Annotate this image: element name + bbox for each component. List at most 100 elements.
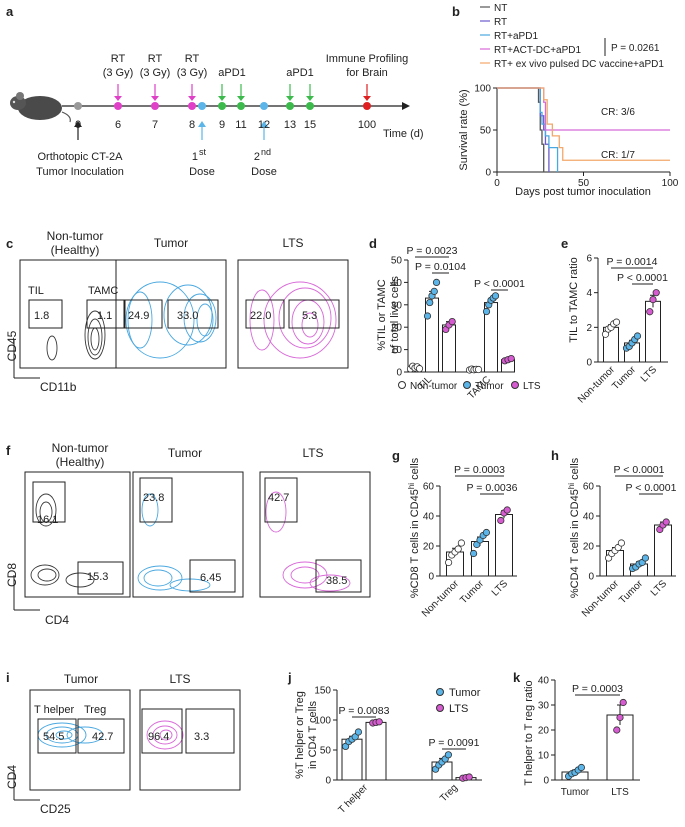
cr-annotation: CR: 1/7 (601, 150, 635, 161)
contour-plot (249, 281, 337, 359)
plot-title: Non-tumor (52, 441, 109, 455)
gate-box (167, 299, 219, 329)
gate-value: 23.8 (143, 492, 164, 504)
x-tick-label: Tumor (458, 578, 486, 606)
legend-entry: RT (494, 17, 507, 28)
day-label: 11 (235, 119, 246, 131)
y-tick-label: 20 (391, 323, 403, 334)
y-axis-label: Survival rate (%) (458, 89, 470, 170)
contour-plot (46, 310, 106, 361)
x-axis-label: CD25 (40, 802, 71, 816)
plot-title: LTS (282, 236, 303, 250)
day-dot-rt (188, 102, 196, 110)
y-axis-label: %T helper or Treg (294, 691, 306, 779)
mouse-icon (10, 92, 71, 123)
panel-letter-d: d (369, 236, 377, 251)
y-tick-label: 10 (391, 345, 403, 356)
y-axis-label-2: of total live cells (389, 276, 401, 354)
gate-box (185, 708, 235, 754)
plot-title: Tumor (154, 236, 188, 250)
y-tick-label: 2 (586, 323, 592, 334)
bar (654, 524, 672, 577)
gate-value: 1.8 (34, 310, 49, 322)
y-tick-label: 20 (423, 542, 435, 553)
y-tick-label: 40 (391, 278, 403, 289)
survival-curve-line (497, 87, 545, 172)
rt-dose-label: (3 Gy) (177, 67, 208, 79)
dose2-number: 2 (254, 151, 260, 163)
panel-k-bar-chart: k T helper to T reg ratio 0 10 20 30 40 Tumor… (513, 670, 640, 798)
gate-box (28, 299, 63, 329)
p-value: P < 0.0001 (474, 278, 525, 290)
day-dot-apd1 (237, 102, 245, 110)
inoculation-label: Orthotopic CT-2A (38, 151, 124, 163)
y-tick-label: 0 (325, 776, 331, 787)
gate-box (264, 477, 298, 523)
p-value: P = 0.0003 (454, 464, 505, 476)
data-point (354, 728, 362, 736)
y-tick-label: 0 (543, 776, 549, 787)
dose2-ordinal: nd (261, 147, 271, 157)
gate-box (139, 477, 173, 523)
gate-value: 3.3 (194, 731, 209, 743)
dose1-ordinal: st (199, 147, 207, 157)
dose-arrow-icon (260, 121, 268, 140)
apd1-arrow-icon (218, 84, 226, 101)
legend-entry: RT+aPD1 (494, 31, 538, 42)
panel-letter-b: b (452, 4, 460, 19)
x-tick-label: Tumor (610, 364, 638, 392)
y-tick-label: 50 (391, 256, 403, 267)
y-tick-label: 0 (588, 572, 594, 583)
day-dot-dose (260, 102, 268, 110)
data-point (426, 298, 434, 307)
gate-box (123, 299, 163, 329)
legend: NT RT RT+aPD1 RT+ACT-DC+aPD1 RT+ ex vivo… (480, 3, 664, 70)
plot-title: LTS (302, 446, 323, 460)
apd1-arrow-icon (306, 84, 314, 101)
y-tick-label: 50 (320, 746, 332, 757)
profiling-arrow-icon (363, 84, 371, 101)
data-point (507, 354, 515, 363)
legend-entry: Tumor (449, 687, 481, 699)
data-point (482, 307, 491, 316)
data-point (465, 773, 473, 781)
data-point (652, 289, 660, 297)
data-point (619, 698, 627, 707)
gate-box (141, 708, 183, 754)
y-tick-label: 40 (538, 676, 550, 687)
gate-value: 38.5 (326, 575, 347, 587)
flow-plot-frame (19, 259, 129, 369)
gate-box (315, 559, 362, 593)
p-value: P = 0.0261 (611, 43, 660, 54)
rt-arrow-icon (188, 84, 196, 101)
y-tick-label: 50 (480, 126, 492, 137)
gate-box (77, 718, 125, 754)
legend-entry: LTS (449, 703, 468, 715)
panel-f-flow: f Non-tumor (Healthy) Tumor LTS 16.1 15.… (5, 441, 371, 627)
p-value: P = 0.0104 (415, 261, 466, 273)
panel-letter-f: f (6, 443, 11, 458)
y-tick-label: 150 (314, 686, 331, 697)
p-value: P = 0.0091 (429, 737, 480, 749)
legend-marker-lts (436, 704, 444, 712)
gate-value: 1.1 (97, 310, 112, 322)
axis-ticks: 0 50 100 0 50 100 (474, 84, 678, 190)
legend-marker-tumor (463, 381, 471, 389)
p-value: P = 0.0003 (572, 683, 623, 695)
rt-arrow-icon (114, 84, 122, 101)
data-point (444, 751, 452, 759)
data-point (423, 312, 432, 320)
x-tick-label: 50 (578, 178, 590, 189)
data-point (649, 295, 657, 304)
panel-b-survival: b NT RT RT+aPD1 RT+ACT-DC+aPD1 RT+ ex vi… (452, 3, 679, 198)
legend-entry: NT (494, 3, 507, 14)
y-tick-label: 30 (391, 300, 403, 311)
plot-title: Tumor (168, 446, 202, 460)
panel-g-bar-chart: g %CD8 T cells in CD45hi cells 0 20 40 60 No… (392, 448, 518, 620)
panel-j-bar-chart: j %T helper or Treg in CD4 T cells 0 50 10… (287, 670, 482, 816)
gate-value: 16.1 (37, 514, 58, 526)
bar-chart: 0 10 20 30 40 Tumor LTS P = 0.0003 (538, 676, 640, 798)
contour-plot (125, 281, 217, 359)
